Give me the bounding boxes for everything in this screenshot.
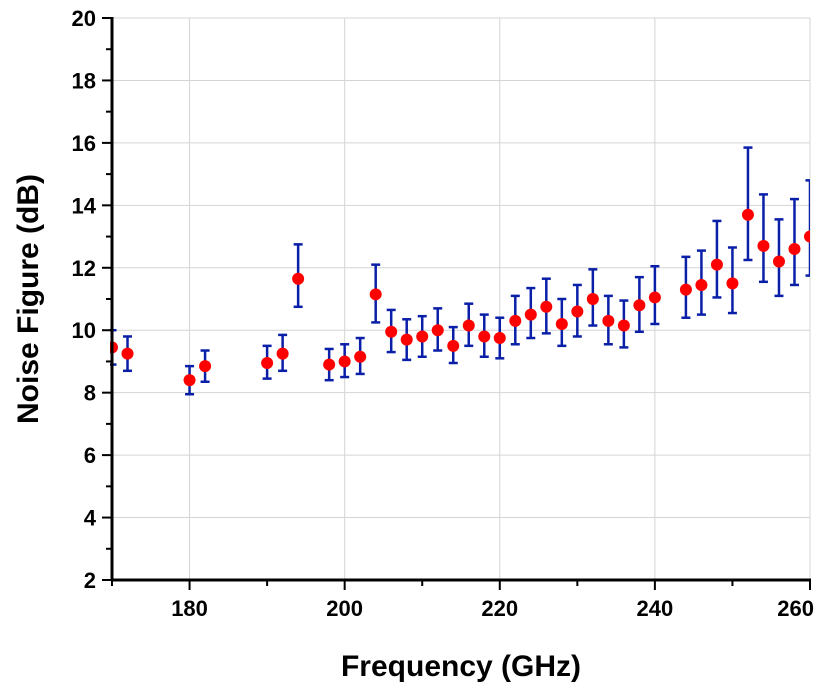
data-point	[509, 314, 522, 327]
y-tick-label: 4	[84, 506, 97, 531]
y-tick-label: 20	[72, 6, 96, 31]
data-point	[710, 258, 723, 271]
y-tick-label: 10	[72, 318, 96, 343]
data-point	[354, 350, 367, 363]
y-tick-label: 18	[72, 68, 96, 93]
y-axis-title: Noise Figure (dB)	[12, 174, 45, 424]
x-tick-label: 180	[171, 596, 208, 621]
data-point	[400, 333, 413, 346]
data-point	[524, 308, 537, 321]
data-point	[540, 300, 553, 313]
data-point	[323, 358, 336, 371]
data-point	[369, 288, 382, 301]
data-point	[602, 314, 615, 327]
data-point	[261, 357, 274, 370]
data-point	[385, 325, 398, 338]
data-point	[183, 374, 196, 387]
data-point	[276, 347, 289, 360]
x-axis-ticks: 180 200 220 240 260	[111, 580, 814, 621]
data-point	[757, 239, 770, 252]
data-point	[648, 291, 661, 304]
data-point	[121, 347, 134, 360]
y-tick-label: 8	[84, 381, 96, 406]
x-tick-label: 260	[777, 596, 814, 621]
y-tick-label: 12	[72, 256, 96, 281]
y-axis-ticks: 2 4 6 8 10 12 14 16 18 20	[72, 6, 112, 593]
x-tick-label: 200	[326, 596, 363, 621]
data-point	[462, 319, 475, 332]
x-axis-title: Frequency (GHz)	[341, 650, 581, 683]
data-point	[586, 293, 599, 305]
data-point	[741, 208, 754, 221]
data-point	[338, 355, 351, 368]
data-point	[726, 277, 739, 290]
data-point	[695, 278, 708, 291]
data-point	[679, 283, 692, 296]
data-point	[571, 305, 584, 318]
x-tick-label: 240	[637, 596, 674, 621]
data-point	[555, 317, 568, 330]
data-point	[416, 330, 429, 343]
plot-background	[112, 18, 810, 580]
data-point	[788, 243, 801, 256]
y-tick-label: 14	[72, 193, 97, 218]
y-tick-label: 6	[84, 443, 96, 468]
data-point	[617, 319, 630, 332]
data-point	[292, 272, 305, 285]
data-markers	[110, 208, 810, 387]
x-tick-label: 220	[481, 596, 518, 621]
data-point	[633, 299, 646, 312]
data-point	[478, 330, 491, 343]
data-point	[772, 255, 785, 268]
data-point	[493, 332, 506, 345]
data-point	[447, 339, 460, 352]
data-point	[199, 360, 212, 373]
data-point	[431, 324, 444, 337]
y-tick-label: 16	[72, 131, 96, 156]
y-tick-label: 2	[84, 568, 96, 593]
data-point	[804, 230, 810, 243]
